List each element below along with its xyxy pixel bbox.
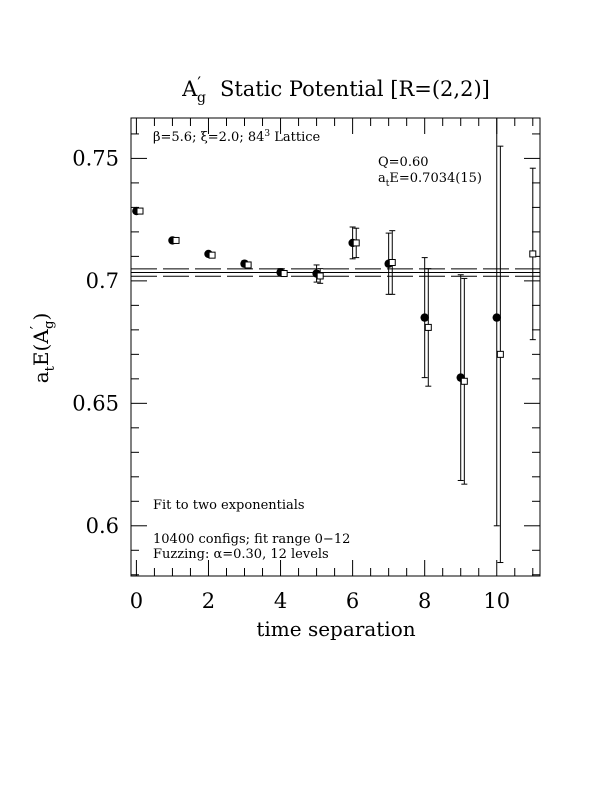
marker-square xyxy=(424,323,432,331)
x-tick-label: 10 xyxy=(483,589,510,613)
fit-type-annotation: Fit to two exponentials xyxy=(153,498,305,513)
y-tick-label: 0.75 xyxy=(72,146,119,170)
marker-square xyxy=(244,261,252,269)
chart-title: A′ g Static Potential [R=(2,2)] xyxy=(181,73,490,106)
marker-circle xyxy=(420,313,429,322)
data-point xyxy=(496,145,504,564)
marker-square xyxy=(172,236,180,244)
data-point xyxy=(280,270,288,278)
data-point xyxy=(244,261,252,269)
x-tick-label: 2 xyxy=(202,589,215,613)
x-tick-label: 4 xyxy=(274,589,287,613)
plot-frame xyxy=(130,117,541,577)
marker-square xyxy=(529,250,537,258)
data-point xyxy=(388,230,396,295)
marker-square xyxy=(280,270,288,278)
marker-square xyxy=(208,251,216,259)
x-tick-label: 6 xyxy=(346,589,359,613)
series-layer xyxy=(132,118,537,564)
y-tick-label: 0.6 xyxy=(86,514,119,538)
series-1 xyxy=(136,145,537,564)
fit-energy-annotation: atE=0.7034(15) xyxy=(378,171,482,189)
data-point xyxy=(136,207,144,215)
title-prime: ′ xyxy=(197,73,201,92)
x-axis-ticks: 0 2 4 6 8 10 xyxy=(130,118,534,613)
title-rest: Static Potential [R=(2,2)] xyxy=(220,77,490,101)
y-tick-label: 0.65 xyxy=(72,391,119,415)
data-point xyxy=(352,227,360,259)
y-tick-label: 0.7 xyxy=(86,269,119,293)
y-axis-ticks: 0.6 0.65 0.7 0.75 xyxy=(72,133,540,576)
marker-square xyxy=(316,272,324,280)
y-axis-label: atE(A′g) xyxy=(27,313,58,384)
marker-square xyxy=(496,350,504,358)
configs-annotation: 10400 configs; fit range 0−12 xyxy=(153,532,350,547)
x-tick-label: 8 xyxy=(418,589,431,613)
lattice-annotation: β=5.6; ξ=2.0; 843 Lattice xyxy=(153,129,321,145)
data-point xyxy=(208,251,216,259)
data-point xyxy=(420,257,429,379)
data-point xyxy=(172,236,180,244)
marker-circle xyxy=(492,313,501,322)
title-base: A xyxy=(181,77,198,101)
data-point xyxy=(492,118,501,527)
data-point xyxy=(316,268,324,284)
data-point xyxy=(456,274,465,481)
q-annotation: Q=0.60 xyxy=(378,155,429,170)
data-point xyxy=(529,167,537,341)
marker-square xyxy=(352,239,360,247)
fuzzing-annotation: Fuzzing: α=0.30, 12 levels xyxy=(153,547,329,562)
fit-band xyxy=(131,268,540,277)
data-point xyxy=(460,277,468,485)
marker-square xyxy=(388,259,396,267)
x-tick-label: 0 xyxy=(130,589,143,613)
marker-square xyxy=(460,377,468,385)
data-point xyxy=(424,268,432,387)
marker-square xyxy=(136,207,144,215)
x-axis-label: time separation xyxy=(256,617,415,641)
title-sub: g xyxy=(197,90,206,106)
